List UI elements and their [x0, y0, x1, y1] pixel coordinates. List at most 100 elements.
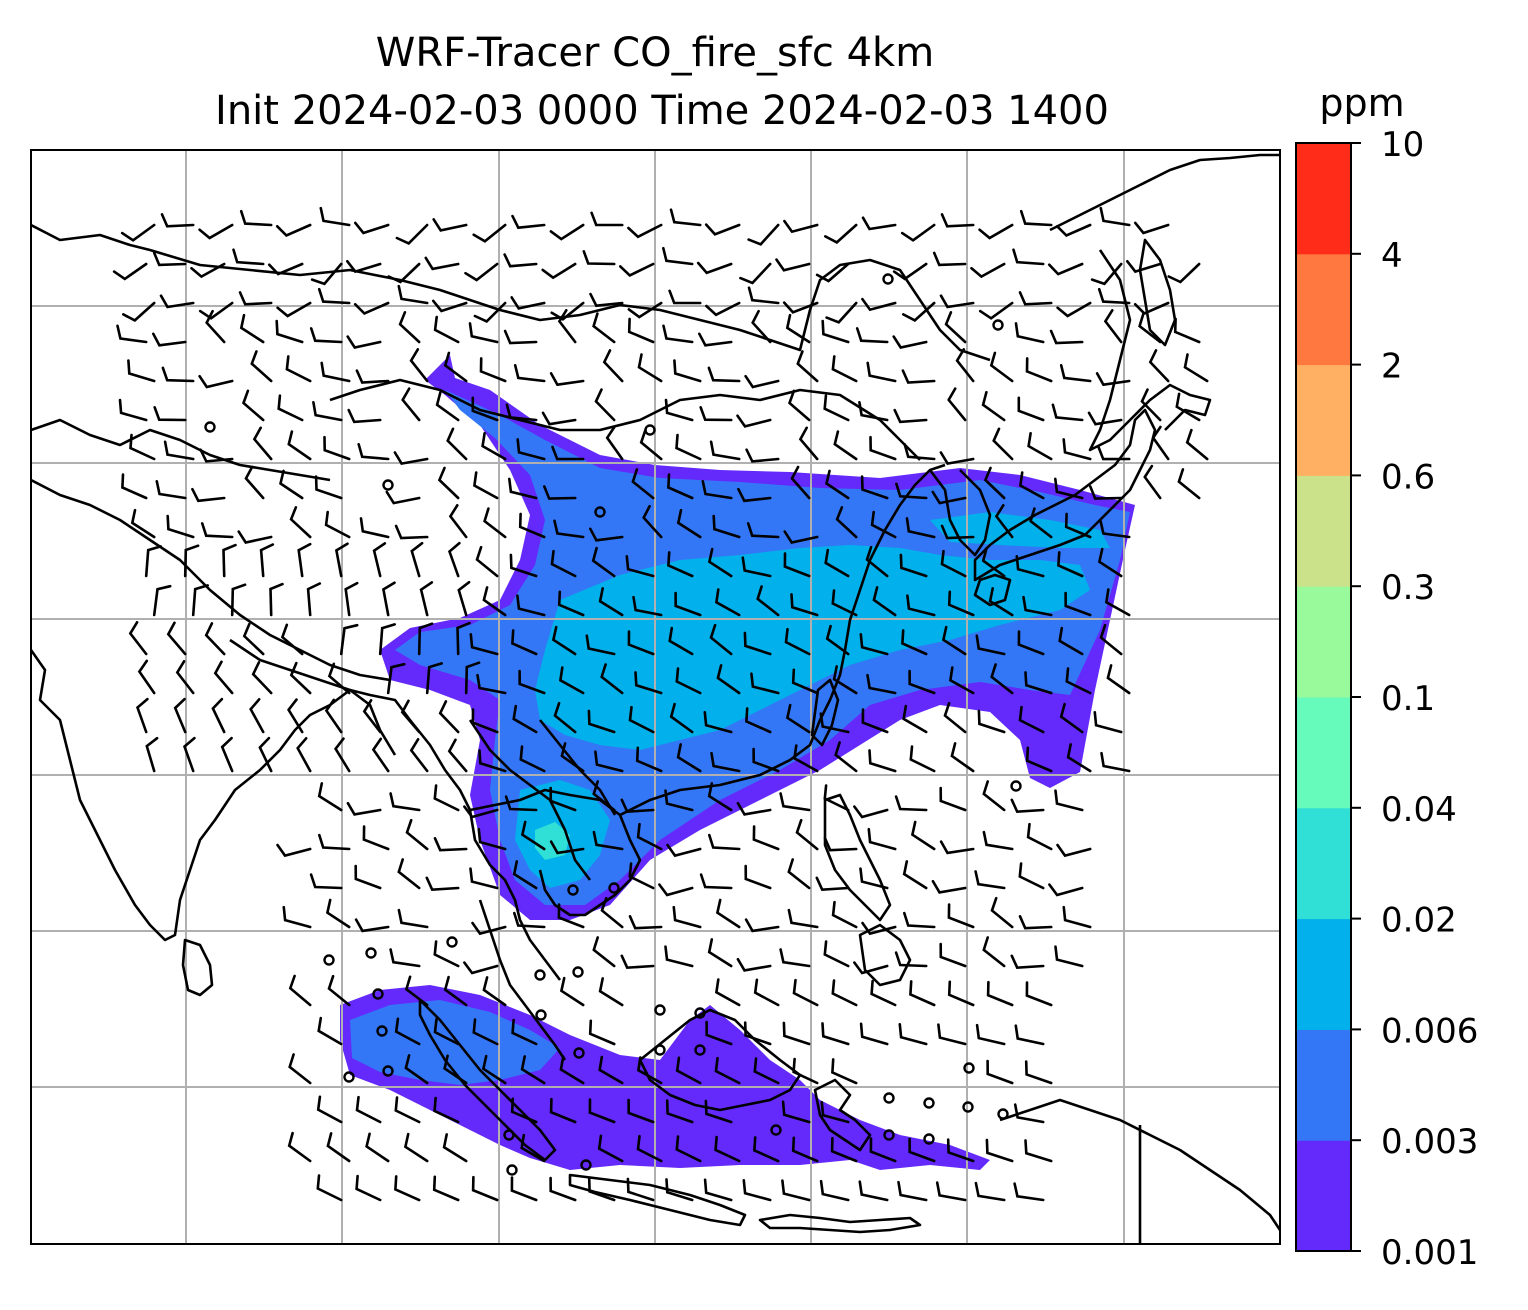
border-south-asia	[31, 478, 391, 682]
wind-barb	[743, 631, 772, 656]
wind-barb	[550, 301, 585, 321]
wind-barb	[823, 394, 850, 422]
wind-barb	[473, 301, 507, 323]
wind-barb	[947, 590, 975, 617]
coastline-taiwan	[810, 678, 840, 747]
wind-barb	[220, 736, 234, 773]
colorbar-segment	[1296, 697, 1351, 809]
wind-barb	[327, 974, 351, 1007]
wind-barb	[116, 324, 148, 344]
wind-barb	[1066, 743, 1092, 773]
calm-wind-marker	[644, 424, 656, 436]
wind-barb	[1027, 432, 1053, 461]
wind-barb	[627, 223, 663, 239]
calm-wind-marker	[365, 947, 377, 959]
wind-barb	[471, 708, 499, 734]
wind-barb	[232, 248, 265, 266]
wind-barb	[205, 309, 226, 344]
wind-barb	[541, 262, 577, 280]
wind-barb	[823, 784, 850, 812]
wind-barb	[275, 319, 304, 344]
wind-barb	[327, 662, 351, 695]
wind-barb	[982, 830, 1014, 851]
coastlines	[31, 153, 1280, 1244]
colorbar-tick-label: 0.02	[1381, 901, 1457, 941]
wind-barb	[791, 1136, 819, 1163]
wind-barb	[861, 921, 897, 936]
wind-barb	[636, 1056, 663, 1085]
wind-barb	[600, 896, 624, 929]
wind-barb	[137, 659, 156, 695]
wind-barb	[381, 581, 396, 617]
wind-barb	[1167, 262, 1201, 284]
wind-barb	[832, 665, 858, 695]
wind-barb	[433, 784, 460, 812]
wind-barb	[636, 1134, 663, 1163]
calm-wind-marker	[963, 1062, 975, 1074]
wind-barb	[198, 223, 234, 240]
wind-barb	[520, 1133, 546, 1163]
wind-barb	[704, 223, 741, 236]
wind-barb	[1013, 1182, 1045, 1202]
wind-barb	[939, 786, 967, 812]
wind-barb	[432, 1175, 460, 1202]
wind-barb	[858, 1180, 889, 1202]
wind-barb	[317, 287, 351, 305]
wind-barb	[753, 1057, 780, 1085]
wind-barb	[287, 698, 304, 734]
wind-barb	[163, 440, 195, 461]
wind-barb	[259, 543, 275, 578]
wind-barb	[511, 214, 546, 230]
wind-barb	[559, 976, 585, 1007]
wind-barb	[662, 246, 694, 266]
wind-barb	[557, 309, 577, 344]
wind-barb	[600, 663, 624, 695]
wind-barb	[1014, 322, 1045, 344]
calm-wind-marker	[323, 954, 335, 966]
wind-barb	[288, 974, 312, 1007]
wind-barb	[974, 870, 1006, 890]
wind-barb	[625, 555, 655, 578]
wind-barb	[324, 510, 351, 539]
wind-barb	[509, 553, 538, 578]
wind-barb	[394, 1175, 421, 1202]
border-central-asia	[31, 223, 331, 482]
wind-barb	[463, 961, 499, 975]
calm-wind-marker	[992, 319, 1004, 331]
wind-barb	[675, 1135, 702, 1163]
wind-barb	[664, 398, 694, 422]
wind-barb	[316, 1095, 343, 1124]
wind-barb	[779, 792, 811, 812]
wind-barb	[316, 1174, 343, 1202]
wind-barb	[129, 433, 156, 461]
wind-barb	[947, 903, 975, 929]
wind-barb	[127, 359, 156, 383]
wind-barb	[985, 1138, 1014, 1163]
wind-barb	[464, 661, 481, 695]
wind-barb	[472, 223, 507, 243]
wind-barb	[200, 522, 234, 539]
wind-barb	[787, 858, 811, 890]
wind-barb	[1049, 329, 1084, 345]
calm-wind-marker	[376, 1025, 388, 1037]
wind-barb	[853, 961, 889, 975]
wind-barb	[901, 369, 936, 384]
border-indochina	[468, 719, 592, 881]
coastline-india	[31, 649, 331, 942]
wind-barb	[821, 319, 850, 344]
wind-barb	[825, 624, 850, 656]
wind-barb	[975, 1023, 1006, 1046]
title-line-1: WRF-Tracer CO_fire_sfc 4km	[376, 30, 934, 76]
wind-barb	[1126, 260, 1162, 274]
wind-barb	[784, 627, 811, 656]
wind-barb	[309, 873, 343, 890]
wind-barb	[990, 896, 1014, 929]
wind-barb	[931, 490, 967, 505]
wind-barb	[823, 837, 858, 852]
wind-barb	[558, 666, 585, 695]
wind-barb	[1015, 555, 1045, 578]
wind-barb	[986, 1059, 1014, 1085]
wind-barb	[317, 782, 343, 812]
colorbar-tick-label: 0.04	[1381, 790, 1457, 830]
wind-barb	[549, 840, 585, 855]
